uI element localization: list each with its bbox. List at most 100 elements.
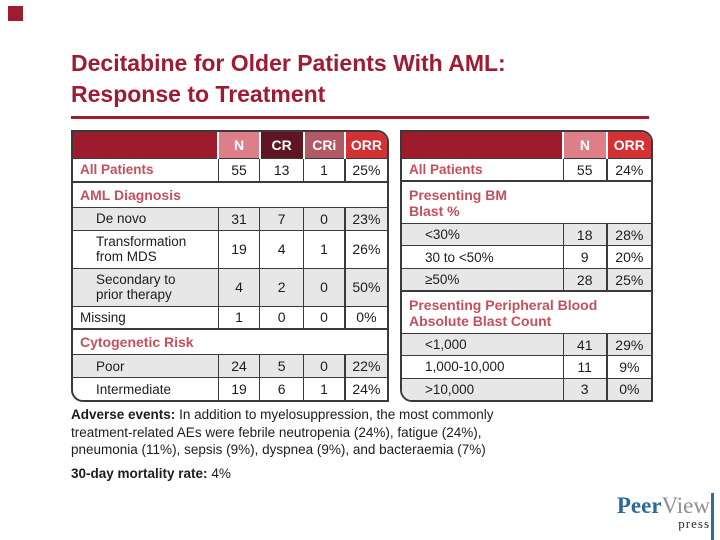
cell-value: 25% <box>605 267 651 292</box>
cell-value: 0 <box>259 305 304 330</box>
adverse-events-line1: In addition to myelosuppression, the mos… <box>179 407 494 422</box>
row-label: Intermediate <box>73 377 219 400</box>
logo-view-text: View <box>661 493 710 518</box>
table-row: Transformation from MDS 19 4 1 26% <box>73 229 387 269</box>
mortality-rate-value: 4% <box>211 465 231 481</box>
mortality-rate-text: 30-day mortality rate: 4% <box>71 465 631 483</box>
cell-value: 24% <box>605 158 651 182</box>
slide-title: Decitabine for Older Patients With AML: … <box>71 48 506 110</box>
adverse-events-text: Adverse events: In addition to myelosupp… <box>71 406 631 424</box>
cell-value: 29% <box>605 332 651 356</box>
column-header-cri: CRi <box>302 132 345 159</box>
cell-value: 7 <box>259 206 304 231</box>
peerview-logo: PeerView press <box>617 494 710 531</box>
row-label: <1,000 <box>402 332 564 356</box>
row-label: Poor <box>73 354 219 378</box>
column-header-orr: ORR <box>605 132 651 159</box>
cell-value: 13 <box>259 157 304 182</box>
cell-value: 1 <box>217 305 260 330</box>
row-label: All Patients <box>402 158 564 182</box>
section-row: AML Diagnosis <box>73 180 387 208</box>
cell-value: 41 <box>562 332 607 356</box>
cell-value: 1 <box>303 157 345 182</box>
data-table: N CR CRi ORR All Patients 55 13 1 25% AML Diagnos… <box>73 132 387 400</box>
column-header-n: N <box>562 132 607 159</box>
cell-value: 4 <box>217 267 260 307</box>
table-row: All Patients 55 24% <box>402 158 651 182</box>
title-underline <box>71 116 649 119</box>
section-label: AML Diagnosis <box>73 180 387 208</box>
row-label: 1,000-10,000 <box>402 355 564 379</box>
table-row: Secondary to prior therapy 4 2 0 50% <box>73 267 387 307</box>
adverse-events-line2: treatment-related AEs were febrile neutr… <box>71 424 482 440</box>
slide-title-line1: Decitabine for Older Patients With AML: <box>71 50 506 76</box>
row-label: >10,000 <box>402 377 564 400</box>
footnotes: Adverse events: In addition to myelosupp… <box>71 406 631 482</box>
header-row: N CR CRi ORR <box>73 132 387 159</box>
table-row: De novo 31 7 0 23% <box>73 206 387 231</box>
cell-value: 9 <box>562 245 607 269</box>
cell-value: 23% <box>343 206 387 231</box>
cell-value: 28 <box>562 267 607 292</box>
table-row: <1,000 41 29% <box>402 332 651 356</box>
cell-value: 24 <box>217 354 260 378</box>
cell-value: 0 <box>303 305 345 330</box>
table-row: 30 to <50% 9 20% <box>402 245 651 269</box>
table-row: <30% 18 28% <box>402 223 651 246</box>
column-header-cr: CR <box>258 132 304 159</box>
table-row: Poor 24 5 0 22% <box>73 354 387 378</box>
cell-value: 4 <box>259 229 304 269</box>
row-label: All Patients <box>73 157 219 182</box>
column-header-orr: ORR <box>343 132 387 159</box>
row-label: ≥50% <box>402 267 564 292</box>
cell-value: 25% <box>343 157 387 182</box>
response-table-left: N CR CRi ORR All Patients 55 13 1 25% AML Diagnos… <box>71 130 389 402</box>
header-label-cell <box>73 132 219 159</box>
header-row: N ORR <box>402 132 651 159</box>
section-label: Cytogenetic Risk <box>73 328 387 355</box>
cell-value: 1 <box>303 377 345 400</box>
logo-press-text: press <box>678 516 710 531</box>
table-row: ≥50% 28 25% <box>402 267 651 292</box>
section-row: Presenting BM Blast % <box>402 180 651 224</box>
section-label: Presenting Peripheral Blood Absolute Bla… <box>402 290 651 334</box>
logo-divider-bar <box>711 493 714 540</box>
section-row: Presenting Peripheral Blood Absolute Bla… <box>402 290 651 334</box>
adverse-events-line3: pneumonia (11%), sepsis (9%), dyspnea (9… <box>71 442 486 457</box>
table-row: All Patients 55 13 1 25% <box>73 157 387 182</box>
cell-value: 50% <box>343 267 387 307</box>
cell-value: 19 <box>217 377 260 400</box>
row-label: Missing <box>73 305 219 330</box>
cell-value: 9% <box>605 355 651 379</box>
corner-accent-square <box>8 6 23 21</box>
cell-value: 22% <box>343 354 387 378</box>
header-label-cell <box>402 132 564 159</box>
cell-value: 0% <box>605 377 651 400</box>
response-table-right: N ORR All Patients 55 24% Presenting BM Blast… <box>400 130 653 402</box>
cell-value: 1 <box>303 229 345 269</box>
row-label: 30 to <50% <box>402 245 564 269</box>
row-label: Transformation from MDS <box>73 229 219 269</box>
row-label: De novo <box>73 206 219 231</box>
table-row: 1,000-10,000 11 9% <box>402 355 651 379</box>
table-row: >10,000 3 0% <box>402 377 651 400</box>
peerview-logo-wordmark: PeerView <box>617 494 710 517</box>
section-label: Presenting BM Blast % <box>402 180 651 224</box>
slide-title-line2: Response to Treatment <box>71 81 326 107</box>
section-row: Cytogenetic Risk <box>73 328 387 355</box>
cell-value: 6 <box>259 377 304 400</box>
cell-value: 0% <box>343 305 387 330</box>
adverse-events-label: Adverse events: <box>71 407 176 422</box>
cell-value: 11 <box>562 355 607 379</box>
cell-value: 3 <box>562 377 607 400</box>
cell-value: 19 <box>217 229 260 269</box>
data-table: N ORR All Patients 55 24% Presenting BM Blast… <box>402 132 651 400</box>
cell-value: 5 <box>259 354 304 378</box>
cell-value: 26% <box>343 229 387 269</box>
cell-value: 24% <box>343 377 387 400</box>
cell-value: 55 <box>562 158 607 182</box>
cell-value: 28% <box>605 223 651 246</box>
cell-value: 0 <box>303 354 345 378</box>
column-header-n: N <box>217 132 260 159</box>
